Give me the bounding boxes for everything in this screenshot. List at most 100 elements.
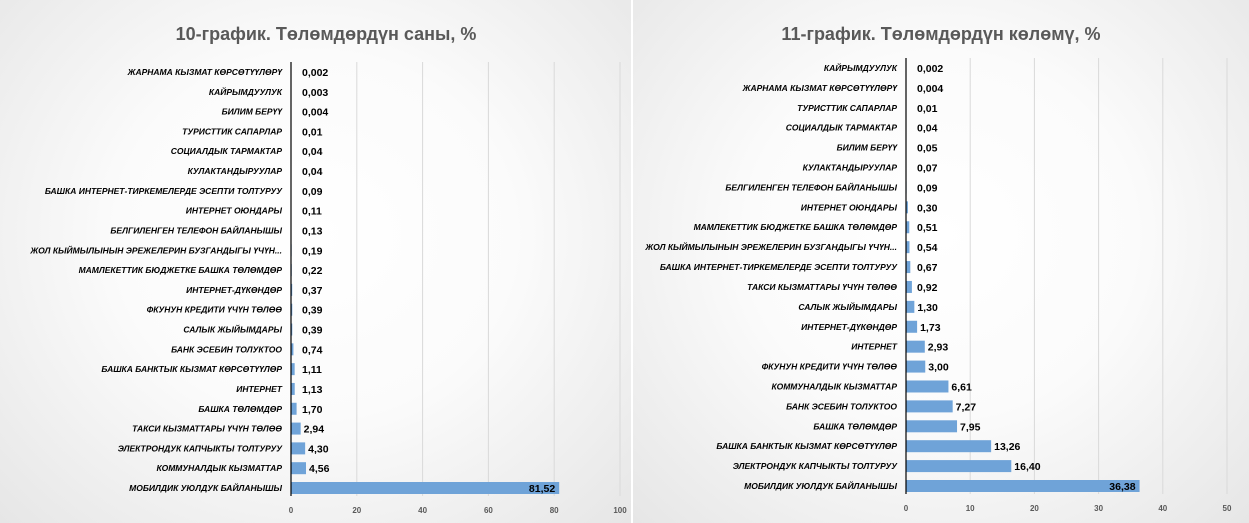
value-label: 13,26: [994, 441, 1020, 453]
x-tick-label: 60: [484, 506, 493, 515]
value-label: 1,73: [920, 322, 941, 334]
value-label: 16,40: [1014, 461, 1040, 473]
category-label: МАМЛЕКЕТТИК БЮДЖЕТКЕ БАШКА ТӨЛӨМДӨР: [79, 265, 283, 275]
value-label: 36,38: [1109, 481, 1135, 493]
value-label: 0,07: [917, 163, 938, 175]
category-label: КАЙРЫМДУУЛУК: [209, 86, 283, 97]
category-label: МАМЛЕКЕТТИК БЮДЖЕТКЕ БАШКА ТӨЛӨМДӨР: [694, 222, 898, 232]
value-label: 0,09: [917, 182, 938, 194]
category-label: ТУРИСТТИК САПАРЛАР: [182, 126, 282, 136]
value-label: 0,04: [302, 146, 323, 158]
value-label: 1,13: [302, 384, 323, 396]
x-tick-label: 30: [1094, 504, 1103, 513]
bar: [291, 402, 297, 415]
category-label: БАШКА ИНТЕРНЕТ-ТИРКЕМЕЛЕРДЕ ЭСЕПТИ ТОЛТУ…: [45, 186, 283, 196]
bar: [291, 462, 307, 475]
category-label: ИНТЕРНЕТ-ДҮКӨНДӨР: [801, 322, 897, 332]
chart-payments-volume: 11-график. Төлөмдөрдүн көлөмү, % 0 10 20 30…: [644, 24, 1232, 513]
bar: [906, 460, 1012, 473]
value-label: 0,04: [917, 123, 938, 135]
value-label: 0,39: [302, 325, 323, 337]
x-tick-label: 20: [1030, 504, 1039, 513]
value-label: 0,002: [917, 63, 943, 75]
x-tick-label: 10: [966, 504, 975, 513]
bar: [291, 442, 306, 455]
category-label: БАШКА ТӨЛӨМДӨР: [813, 421, 897, 431]
x-tick-label: 100: [613, 506, 627, 515]
bar: [291, 323, 293, 336]
bar: [906, 440, 992, 453]
value-label: 0,004: [917, 83, 943, 95]
category-label: БАШКА БАНКТЫК КЫЗМАТ КӨРСӨТҮҮЛӨР: [716, 441, 897, 451]
category-label: ИНТЕРНЕТ: [851, 342, 898, 352]
bar: [906, 241, 910, 254]
value-label: 0,01: [917, 103, 938, 115]
category-label: ТАКСИ КЫЗМАТТАРЫ ҮЧҮН ТӨЛӨӨ: [747, 282, 897, 292]
x-tick-label: 80: [550, 506, 559, 515]
category-label: МОБИЛДИК УЮЛДУК БАЙЛАНЫШЫ: [744, 480, 897, 491]
value-label: 0,04: [302, 166, 323, 178]
value-label: 0,92: [917, 282, 938, 294]
bar: [906, 261, 911, 274]
category-label: САЛЫК ЖЫЙЫМДАРЫ: [183, 324, 282, 335]
category-label: БАШКА БАНКТЫК КЫЗМАТ КӨРСӨТҮҮЛӨР: [101, 364, 282, 374]
category-label: ФКУНУН КРЕДИТИ ҮЧҮН ТӨЛӨӨ: [762, 362, 898, 372]
category-label: ЖОЛ КЫЙМЫЛЫНЫН ЭРЕЖЕЛЕРИН БУЗГАНДЫГЫ ҮЧҮ…: [644, 241, 897, 252]
bar: [906, 300, 915, 313]
bar: [906, 400, 953, 413]
category-label: СОЦИАЛДЫК ТАРМАКТАР: [171, 146, 283, 156]
value-label: 1,30: [917, 302, 938, 314]
category-label: САЛЫК ЖЫЙЫМДАРЫ: [798, 301, 897, 312]
value-label: 0,09: [302, 186, 323, 198]
value-label: 0,01: [302, 126, 323, 138]
category-label: БАНК ЭСЕБИН ТОЛУКТОО: [171, 344, 282, 354]
x-tick-label: 0: [289, 506, 294, 515]
bar: [906, 201, 908, 214]
value-label: 6,61: [951, 381, 972, 393]
value-label: 0,05: [917, 143, 938, 155]
panel-divider: [631, 0, 633, 523]
value-label: 7,27: [956, 401, 977, 413]
category-label: ТАКСИ КЫЗМАТТАРЫ ҮЧҮН ТӨЛӨӨ: [132, 424, 282, 434]
category-label: КУЛАКТАНДЫРУУЛАР: [188, 166, 283, 176]
category-label: БИЛИМ БЕРҮҮ: [222, 107, 284, 117]
value-label: 0,002: [302, 67, 328, 79]
bar: [906, 420, 958, 433]
value-label: 81,52: [529, 483, 555, 495]
category-label: ЖАРНАМА КЫЗМАТ КӨРСӨТҮҮЛӨРҮ: [127, 67, 284, 77]
bar: [906, 360, 926, 373]
x-tick-label: 40: [418, 506, 427, 515]
value-label: 7,95: [960, 421, 981, 433]
category-label: БИЛИМ БЕРҮҮ: [837, 143, 899, 153]
value-label: 3,00: [928, 362, 949, 374]
bar: [291, 363, 295, 376]
bar: [906, 380, 949, 393]
category-label: ИНТЕРНЕТ ОЮНДАРЫ: [186, 206, 283, 216]
value-label: 4,56: [309, 463, 330, 475]
category-label: КУЛАКТАНДЫРУУЛАР: [803, 163, 898, 173]
bar: [291, 482, 560, 494]
bar: [291, 283, 293, 296]
value-label: 0,30: [917, 202, 938, 214]
category-label: ТУРИСТТИК САПАРЛАР: [797, 103, 897, 113]
value-label: 0,003: [302, 87, 328, 99]
bar: [291, 422, 301, 435]
bar: [291, 382, 295, 395]
category-label: СОЦИАЛДЫК ТАРМАКТАР: [786, 123, 898, 133]
value-label: 0,11: [302, 206, 322, 218]
value-label: 2,94: [304, 424, 325, 436]
category-label: БАШКА ИНТЕРНЕТ-ТИРКЕМЕЛЕРДЕ ЭСЕПТИ ТОЛТУ…: [660, 262, 898, 272]
category-label: КОММУНАЛДЫК КЫЗМАТТАР: [771, 381, 897, 391]
x-tick-label: 0: [904, 504, 909, 513]
x-tick-label: 50: [1223, 504, 1232, 513]
category-label: ИНТЕРНЕТ-ДҮКӨНДӨР: [186, 285, 282, 295]
category-label: ЖОЛ КЫЙМЫЛЫНЫН ЭРЕЖЕЛЕРИН БУЗГАНДЫГЫ ҮЧҮ…: [29, 244, 282, 255]
chart-panel-payments-count: 10-график. Төлөмдөрдүн саны, % 0 20 40 60 80…: [0, 0, 631, 523]
chart-payments-count: 10-график. Төлөмдөрдүн саны, % 0 20 40 60 80…: [29, 24, 627, 515]
bar: [906, 320, 918, 333]
category-label: ЖАРНАМА КЫЗМАТ КӨРСӨТҮҮЛӨРҮ: [742, 83, 899, 93]
chart-panel-payments-volume: 11-график. Төлөмдөрдүн көлөмү, % 0 10 20 30…: [633, 0, 1249, 523]
bar: [906, 340, 925, 353]
value-label: 0,13: [302, 225, 323, 237]
value-label: 1,70: [302, 404, 323, 416]
